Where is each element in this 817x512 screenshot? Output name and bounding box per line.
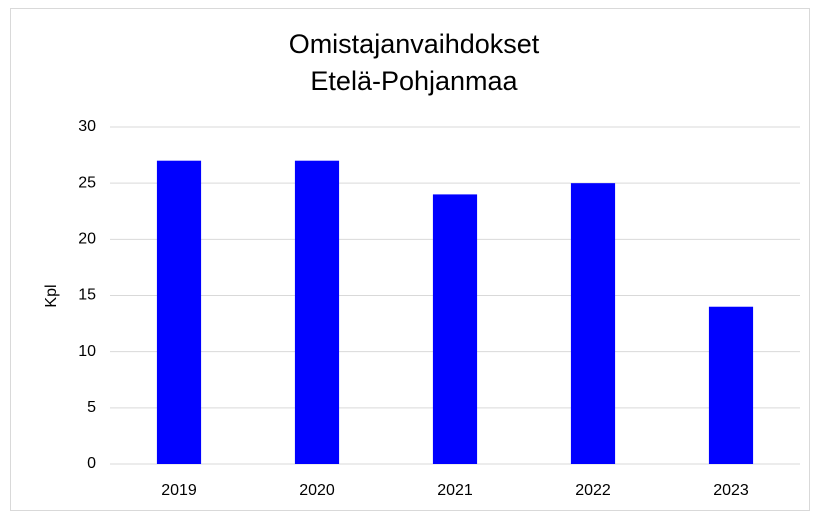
chart-frame — [10, 8, 810, 511]
bar — [432, 194, 478, 464]
chart-subtitle: Etelä-Pohjanmaa — [310, 66, 518, 96]
y-tick-label: 0 — [87, 455, 96, 472]
y-tick-label: 10 — [78, 343, 96, 360]
y-tick-label: 5 — [87, 399, 96, 416]
y-tick-label: 25 — [78, 174, 96, 191]
y-tick-label: 30 — [78, 118, 96, 135]
y-tick-label: 20 — [78, 231, 96, 248]
x-tick-label: 2021 — [437, 482, 473, 499]
bar — [294, 160, 340, 464]
bar — [156, 160, 202, 464]
y-tick-label: 15 — [78, 287, 96, 304]
x-tick-label: 2019 — [161, 482, 197, 499]
y-axis-label: Kpl — [43, 284, 60, 307]
x-tick-label: 2020 — [299, 482, 335, 499]
x-tick-label: 2023 — [713, 482, 749, 499]
bar — [708, 306, 754, 464]
chart-title: Omistajanvaihdokset — [289, 29, 540, 59]
x-tick-label: 2022 — [575, 482, 611, 499]
bar — [570, 183, 616, 464]
